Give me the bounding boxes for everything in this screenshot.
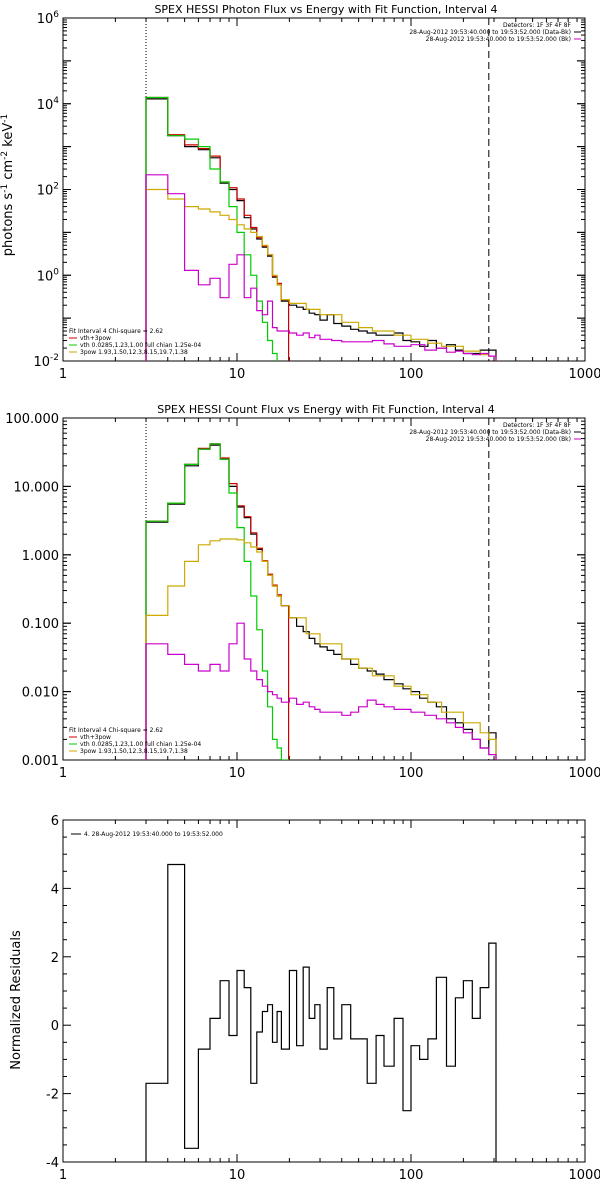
y-tick-label: -2	[46, 1088, 59, 1103]
residuals-panel: Normalized Residuals 1 10 100 1000 -4 -2 0 2 4 6 4…	[9, 814, 600, 1183]
legend-text: 28-Aug-2012 19:53:40.000 to 19:53:52.000…	[409, 29, 571, 36]
y-tick-label: 0.010	[22, 686, 59, 701]
plot-frame	[62, 417, 586, 761]
data-series-line	[145, 188, 497, 361]
photon-flux-panel: SPEX HESSI Photon Flux vs Energy with Fi…	[0, 3, 600, 382]
y-tick-label: 102	[37, 182, 59, 199]
y-tick-label: 106	[37, 10, 60, 27]
y-axis-label: Normalized Residuals	[9, 930, 24, 1070]
data-series-line	[145, 444, 497, 760]
x-tick-label: 100	[399, 367, 424, 382]
y-tick-label: 4	[51, 882, 59, 897]
x-tick-label: 1000	[568, 1168, 600, 1183]
count-flux-panel: SPEX HESSI Count Flux vs Energy with Fit…	[5, 403, 600, 781]
y-tick-label: 100	[37, 267, 60, 284]
data-series-line	[145, 443, 290, 760]
x-tick-label: 1000	[568, 766, 600, 781]
y-tick-label: 104	[37, 96, 60, 113]
legend-text: 28-Aug-2012 19:53:40.000 to 19:53:52.000…	[426, 436, 571, 443]
y-tick-label: 10.000	[14, 480, 60, 495]
series-group	[145, 863, 497, 1162]
legend-text: Detectors: 1F 3F 4F 8F	[503, 422, 572, 429]
y-tick-label: 10-2	[33, 353, 59, 370]
y-tick-label: 0.001	[22, 754, 59, 769]
legend-text: Fit Interval 4 Chi-square = 2.62	[69, 727, 163, 734]
legend-text: vth+3pow	[80, 335, 111, 342]
legend-text: Fit Interval 4 Chi-square = 2.62	[69, 328, 163, 335]
legend-text: 3pow 1.93,1.50,12.3,8.15,19.7,1.38	[80, 748, 188, 755]
x-tick-label: 1	[59, 367, 67, 382]
y-tick-label: -4	[46, 1156, 59, 1171]
legend-text: 28-Aug-2012 19:53:40.000 to 19:53:52.000…	[409, 429, 571, 436]
y-tick-label: 0	[51, 1019, 59, 1034]
x-tick-label: 100	[399, 766, 424, 781]
x-tick-label: 1	[59, 1168, 67, 1183]
x-tick-label: 1	[59, 766, 67, 781]
data-series-line	[145, 174, 497, 361]
series-group	[145, 96, 497, 361]
x-tick-label: 1000	[568, 367, 600, 382]
data-series-line	[145, 622, 497, 760]
x-tick-label: 10	[229, 766, 246, 781]
legend-text: 4. 28-Aug-2012 19:53:40.000 to 19:53:52.…	[84, 831, 223, 838]
data-series-line	[145, 98, 497, 361]
series-group	[145, 443, 497, 760]
chart-title: SPEX HESSI Photon Flux vs Energy with Fi…	[154, 3, 497, 16]
legend-text: vth+3pow	[80, 734, 111, 741]
legend-text: Detectors: 1F 3F 4F 8F	[503, 22, 572, 29]
x-tick-label: 10	[229, 1168, 246, 1183]
y-tick-label: 1.000	[22, 549, 59, 564]
y-tick-label: 0.100	[22, 617, 59, 632]
y-tick-label: 6	[51, 814, 59, 829]
data-series-line	[145, 96, 290, 361]
y-axis-label: photons s-1 cm-2 keV-1	[0, 114, 16, 256]
legend-text: 3pow 1.93,1.50,12.3,8.15,19.7,1.38	[80, 349, 188, 356]
y-tick-label: 2	[51, 951, 59, 966]
x-tick-label: 100	[399, 1168, 424, 1183]
legend-text: vth 0.0285,1.23,1.00 full chian 1.25e-04	[80, 741, 201, 748]
y-tick-label: 100.000	[5, 412, 59, 427]
plot-frame	[62, 819, 586, 1163]
chart-title: SPEX HESSI Count Flux vs Energy with Fit…	[157, 403, 494, 416]
plot-frame	[62, 17, 586, 362]
data-series-line	[145, 96, 278, 361]
legend-text: 28-Aug-2012 19:53:40.000 to 19:53:52.000…	[426, 36, 571, 43]
data-series-line	[145, 538, 497, 760]
x-tick-label: 10	[229, 367, 246, 382]
legend-text: vth 0.0285,1.23,1.00 full chian 1.25e-04	[80, 342, 201, 349]
data-series-line	[145, 863, 497, 1162]
